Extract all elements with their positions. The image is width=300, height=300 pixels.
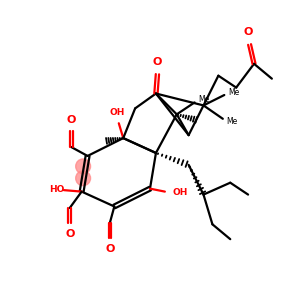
Text: O: O [67,115,76,125]
Text: O: O [153,57,162,67]
Text: HO: HO [49,185,64,194]
Circle shape [76,159,91,174]
Text: O: O [244,27,254,37]
Text: OH: OH [172,188,188,197]
Text: Me: Me [226,117,238,126]
Text: OH: OH [110,108,125,117]
Circle shape [76,171,91,186]
Text: O: O [65,229,74,239]
Text: O: O [105,244,115,254]
Text: Me: Me [198,95,209,104]
Text: Me: Me [228,88,239,98]
